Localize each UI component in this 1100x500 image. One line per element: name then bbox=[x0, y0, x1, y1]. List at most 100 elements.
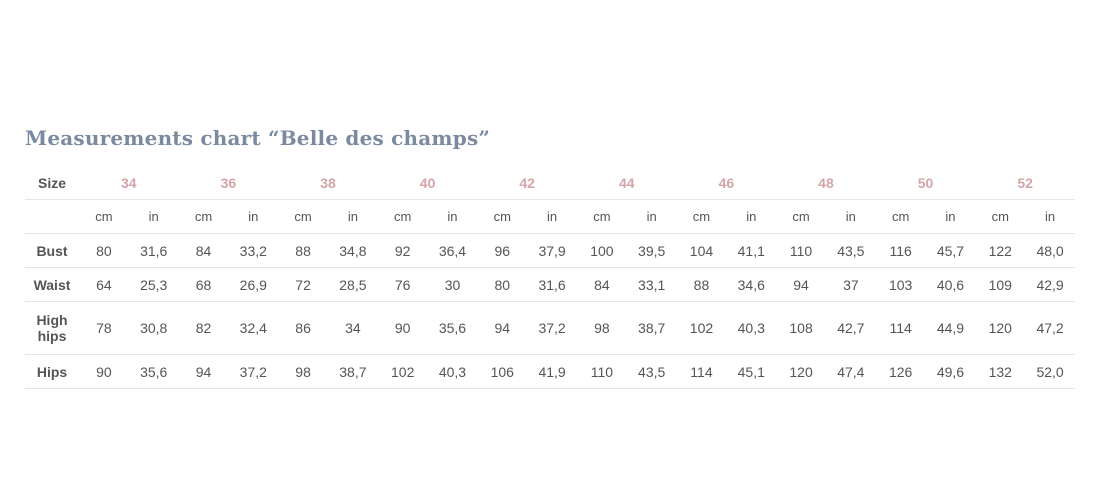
measurement-cell: 104 bbox=[676, 233, 727, 268]
measurement-cell: 43,5 bbox=[626, 354, 677, 389]
measurement-cell: 47,4 bbox=[825, 354, 876, 389]
measurements-table: Size 34 36 38 40 42 44 46 48 50 52 cm in c… bbox=[25, 166, 1075, 389]
measurement-cell: 31,6 bbox=[527, 267, 577, 302]
measurement-cell: 35,6 bbox=[128, 354, 179, 389]
unit-in-40: in bbox=[427, 199, 478, 234]
measurement-cell: 37,2 bbox=[527, 301, 577, 355]
measurement-cell: 41,1 bbox=[726, 233, 777, 268]
row-label-high-hips: High hips bbox=[25, 301, 79, 355]
measurement-cell: 108 bbox=[776, 301, 826, 355]
measurement-cell: 88 bbox=[278, 233, 328, 268]
measurement-cell: 120 bbox=[776, 354, 826, 389]
measurement-cell: 94 bbox=[477, 301, 528, 355]
measurement-cell: 96 bbox=[477, 233, 528, 268]
measurement-cell: 42,7 bbox=[825, 301, 876, 355]
size-34: 34 bbox=[79, 166, 179, 200]
size-50: 50 bbox=[875, 166, 976, 200]
size-40: 40 bbox=[377, 166, 478, 200]
measurement-cell: 52,0 bbox=[1025, 354, 1075, 389]
size-36: 36 bbox=[178, 166, 279, 200]
size-38: 38 bbox=[278, 166, 378, 200]
measurement-cell: 26,9 bbox=[228, 267, 279, 302]
measurement-cell: 98 bbox=[576, 301, 627, 355]
unit-cm-38: cm bbox=[278, 199, 328, 234]
measurement-cell: 102 bbox=[676, 301, 727, 355]
measurement-cell: 40,6 bbox=[925, 267, 976, 302]
unit-in-48: in bbox=[825, 199, 876, 234]
unit-label-empty bbox=[25, 199, 79, 234]
unit-in-50: in bbox=[925, 199, 976, 234]
chart-title: Measurements chart “Belle des champs” bbox=[25, 126, 491, 150]
row-high-hips: High hips 78 30,8 82 32,4 86 34 90 35,6 94 37,2 98… bbox=[25, 301, 1075, 355]
measurement-cell: 31,6 bbox=[128, 233, 179, 268]
unit-header-row: cm in cm in cm in cm in cm in cm in cm in cm in cm in cm in bbox=[25, 199, 1075, 234]
measurement-cell: 36,4 bbox=[427, 233, 478, 268]
measurement-cell: 94 bbox=[776, 267, 826, 302]
size-42: 42 bbox=[477, 166, 577, 200]
measurement-cell: 80 bbox=[477, 267, 528, 302]
measurement-cell: 41,9 bbox=[527, 354, 577, 389]
measurement-cell: 49,6 bbox=[925, 354, 976, 389]
measurement-cell: 30,8 bbox=[128, 301, 179, 355]
measurement-cell: 78 bbox=[79, 301, 129, 355]
measurement-cell: 100 bbox=[576, 233, 627, 268]
measurement-cell: 110 bbox=[576, 354, 627, 389]
measurement-cell: 84 bbox=[178, 233, 229, 268]
measurement-cell: 45,1 bbox=[726, 354, 777, 389]
unit-cm-50: cm bbox=[875, 199, 926, 234]
measurement-cell: 34 bbox=[327, 301, 378, 355]
measurement-cell: 90 bbox=[377, 301, 428, 355]
unit-in-42: in bbox=[527, 199, 577, 234]
measurement-cell: 38,7 bbox=[327, 354, 378, 389]
measurement-cell: 32,4 bbox=[228, 301, 279, 355]
measurement-cell: 114 bbox=[676, 354, 727, 389]
measurement-cell: 88 bbox=[676, 267, 727, 302]
measurement-cell: 40,3 bbox=[726, 301, 777, 355]
measurement-cell: 82 bbox=[178, 301, 229, 355]
measurement-cell: 28,5 bbox=[327, 267, 378, 302]
unit-cm-44: cm bbox=[576, 199, 627, 234]
size-48: 48 bbox=[776, 166, 876, 200]
measurement-cell: 80 bbox=[79, 233, 129, 268]
measurement-cell: 39,5 bbox=[626, 233, 677, 268]
unit-cm-52: cm bbox=[975, 199, 1026, 234]
measurement-cell: 114 bbox=[875, 301, 926, 355]
measurement-cell: 116 bbox=[875, 233, 926, 268]
measurement-cell: 86 bbox=[278, 301, 328, 355]
unit-cm-46: cm bbox=[676, 199, 727, 234]
unit-in-38: in bbox=[327, 199, 378, 234]
unit-in-52: in bbox=[1025, 199, 1075, 234]
measurement-cell: 92 bbox=[377, 233, 428, 268]
row-label-hips: Hips bbox=[25, 354, 79, 389]
measurement-cell: 90 bbox=[79, 354, 129, 389]
row-label-bust: Bust bbox=[25, 233, 79, 268]
measurement-cell: 120 bbox=[975, 301, 1026, 355]
measurement-cell: 40,3 bbox=[427, 354, 478, 389]
measurement-cell: 106 bbox=[477, 354, 528, 389]
measurement-cell: 103 bbox=[875, 267, 926, 302]
measurement-cell: 34,8 bbox=[327, 233, 378, 268]
measurement-cell: 37 bbox=[825, 267, 876, 302]
size-44: 44 bbox=[576, 166, 677, 200]
measurement-cell: 37,9 bbox=[527, 233, 577, 268]
measurement-cell: 98 bbox=[278, 354, 328, 389]
size-header-row: Size 34 36 38 40 42 44 46 48 50 52 bbox=[25, 166, 1075, 200]
row-bust: Bust 80 31,6 84 33,2 88 34,8 92 36,4 96 37,9 100 39… bbox=[25, 233, 1075, 268]
measurement-cell: 102 bbox=[377, 354, 428, 389]
measurement-cell: 72 bbox=[278, 267, 328, 302]
measurement-cell: 94 bbox=[178, 354, 229, 389]
size-label: Size bbox=[25, 166, 79, 200]
row-label-waist: Waist bbox=[25, 267, 79, 302]
measurement-cell: 35,6 bbox=[427, 301, 478, 355]
unit-cm-34: cm bbox=[79, 199, 129, 234]
unit-cm-36: cm bbox=[178, 199, 229, 234]
measurement-cell: 45,7 bbox=[925, 233, 976, 268]
measurement-cell: 42,9 bbox=[1025, 267, 1075, 302]
measurement-cell: 109 bbox=[975, 267, 1026, 302]
unit-cm-40: cm bbox=[377, 199, 428, 234]
size-46: 46 bbox=[676, 166, 777, 200]
measurement-cell: 76 bbox=[377, 267, 428, 302]
measurement-cell: 38,7 bbox=[626, 301, 677, 355]
measurement-cell: 110 bbox=[776, 233, 826, 268]
measurement-cell: 68 bbox=[178, 267, 229, 302]
